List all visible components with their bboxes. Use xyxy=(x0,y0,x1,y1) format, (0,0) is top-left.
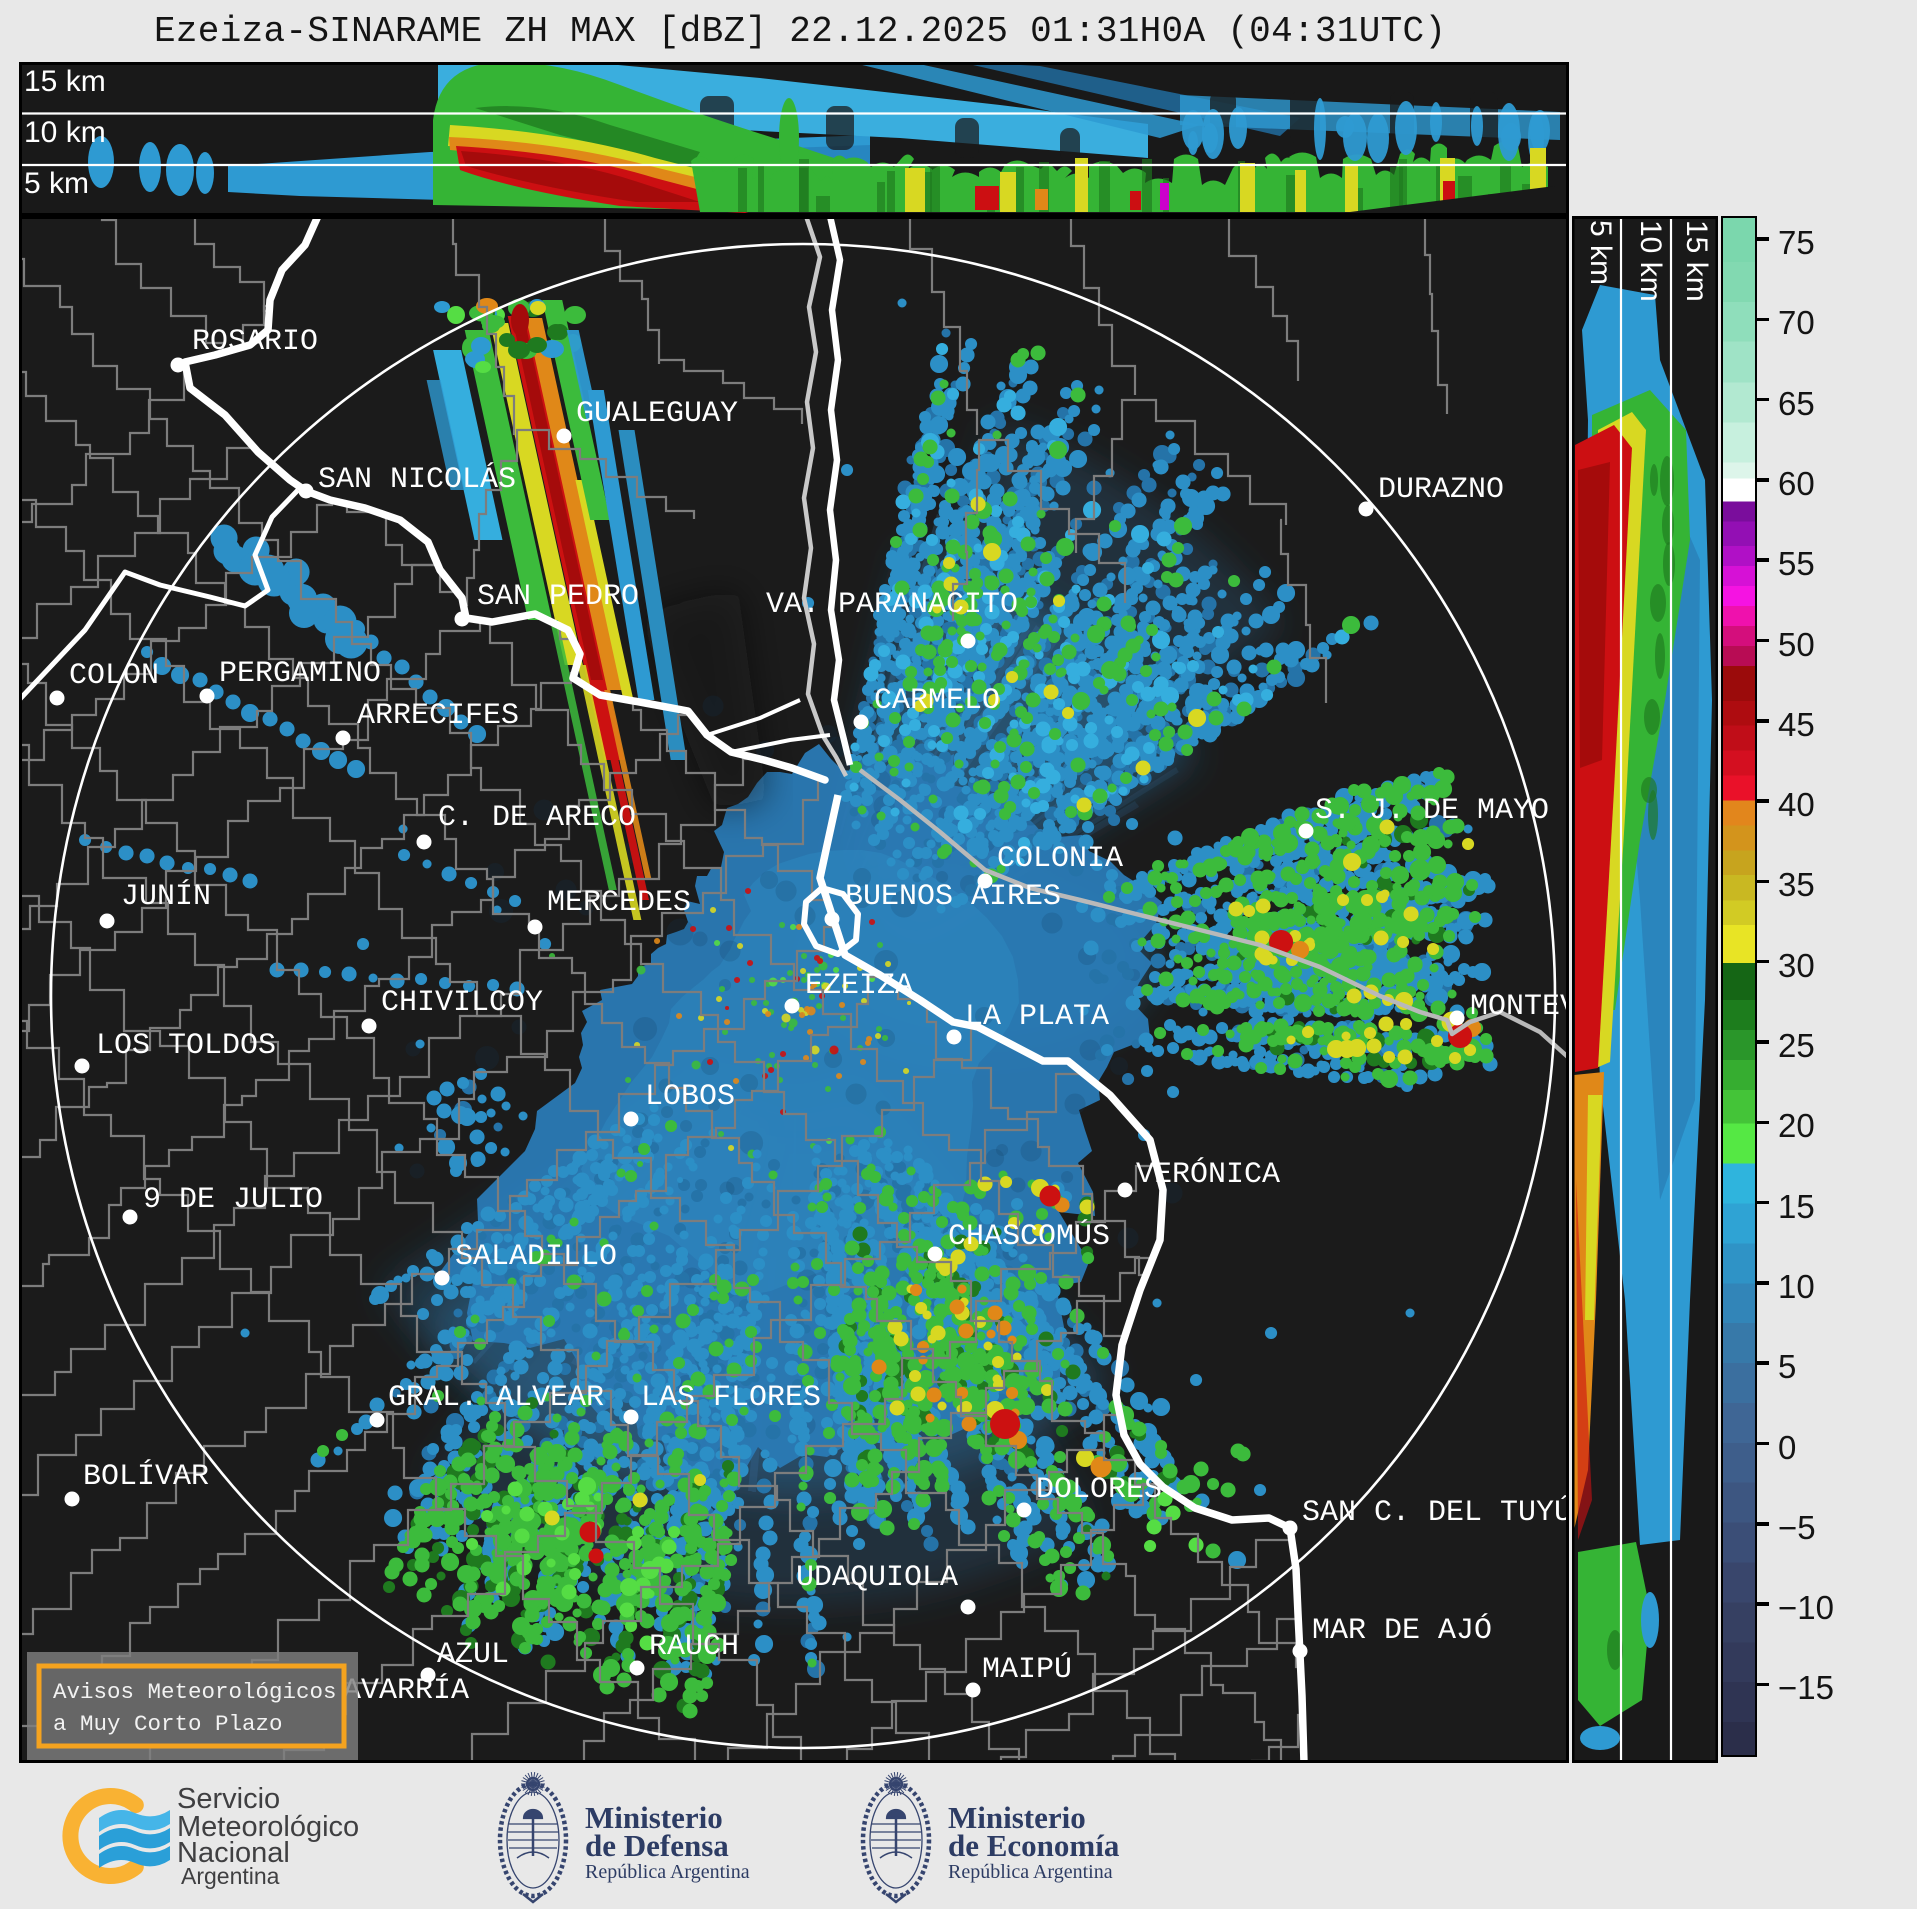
svg-text:MONTEVIDEO: MONTEVIDEO xyxy=(1470,990,1569,1024)
svg-text:LAS FLORES: LAS FLORES xyxy=(641,1381,821,1415)
svg-text:Argentina: Argentina xyxy=(181,1863,280,1889)
svg-text:Ministerio: Ministerio xyxy=(585,1800,723,1835)
svg-text:de Defensa: de Defensa xyxy=(585,1828,729,1863)
svg-text:MERCEDES: MERCEDES xyxy=(547,886,691,920)
svg-text:SAN C. DEL TUYÚ: SAN C. DEL TUYÚ xyxy=(1302,1495,1569,1530)
svg-text:ROSARIO: ROSARIO xyxy=(192,325,318,359)
svg-text:EZEIZA: EZEIZA xyxy=(805,969,913,1003)
svg-text:DURAZNO: DURAZNO xyxy=(1378,473,1504,507)
svg-text:15 km: 15 km xyxy=(24,65,106,98)
svg-text:S. J. DE MAYO: S. J. DE MAYO xyxy=(1315,794,1549,828)
svg-text:Ministerio: Ministerio xyxy=(948,1800,1086,1835)
svg-text:LOS TOLDOS: LOS TOLDOS xyxy=(96,1029,276,1063)
svg-text:CHASCOMÚS: CHASCOMÚS xyxy=(948,1219,1110,1254)
svg-text:Nacional: Nacional xyxy=(177,1837,290,1869)
svg-text:JUNÍN: JUNÍN xyxy=(121,879,211,914)
svg-text:MAIPÚ: MAIPÚ xyxy=(982,1652,1072,1687)
svg-text:UDAQUIOLA: UDAQUIOLA xyxy=(796,1561,958,1595)
svg-text:10 km: 10 km xyxy=(24,116,106,149)
svg-text:República Argentina: República Argentina xyxy=(948,1861,1113,1883)
svg-text:a Muy Corto Plazo: a Muy Corto Plazo xyxy=(53,1711,283,1737)
svg-text:5 km: 5 km xyxy=(24,167,89,200)
svg-text:C. DE ARECO: C. DE ARECO xyxy=(438,801,636,835)
svg-text:SAN PEDRO: SAN PEDRO xyxy=(477,580,639,614)
svg-text:BUENOS AIRES: BUENOS AIRES xyxy=(845,880,1061,914)
svg-text:GUALEGUAY: GUALEGUAY xyxy=(576,397,738,431)
svg-text:LOBOS: LOBOS xyxy=(645,1080,735,1114)
svg-text:VERÓNICA: VERÓNICA xyxy=(1136,1157,1280,1192)
svg-text:ARRECIFES: ARRECIFES xyxy=(357,699,519,733)
svg-text:República Argentina: República Argentina xyxy=(585,1861,750,1883)
svg-text:DOLORES: DOLORES xyxy=(1036,1473,1162,1507)
svg-text:COLON: COLON xyxy=(69,659,159,693)
svg-text:RAUCH: RAUCH xyxy=(649,1630,739,1664)
svg-text:LA PLATA: LA PLATA xyxy=(965,1000,1109,1034)
svg-text:Avisos Meteorológicos: Avisos Meteorológicos xyxy=(53,1679,337,1705)
svg-text:GRAL. ALVEAR: GRAL. ALVEAR xyxy=(388,1381,604,1415)
svg-text:PERGAMINO: PERGAMINO xyxy=(219,657,381,691)
svg-text:de Economía: de Economía xyxy=(948,1828,1120,1863)
svg-text:Meteorológico: Meteorológico xyxy=(177,1811,359,1843)
svg-text:AZUL: AZUL xyxy=(437,1638,509,1672)
svg-text:MAR DE AJÓ: MAR DE AJÓ xyxy=(1312,1613,1492,1648)
svg-text:CARMELO: CARMELO xyxy=(874,684,1000,718)
svg-text:9 DE JULIO: 9 DE JULIO xyxy=(143,1183,323,1217)
svg-text:SALADILLO: SALADILLO xyxy=(455,1240,617,1274)
svg-text:CHIVILCOY: CHIVILCOY xyxy=(381,986,543,1020)
svg-text:5 km: 5 km xyxy=(1584,220,1617,285)
svg-text:Servicio: Servicio xyxy=(177,1783,280,1815)
svg-text:10 km: 10 km xyxy=(1634,220,1667,302)
svg-text:SAN NICOLÁS: SAN NICOLÁS xyxy=(318,462,516,497)
svg-text:15 km: 15 km xyxy=(1680,220,1713,302)
svg-text:VA. PARANACITO: VA. PARANACITO xyxy=(766,588,1018,622)
svg-text:BOLÍVAR: BOLÍVAR xyxy=(83,1459,209,1494)
svg-text:COLONIA: COLONIA xyxy=(997,842,1123,876)
